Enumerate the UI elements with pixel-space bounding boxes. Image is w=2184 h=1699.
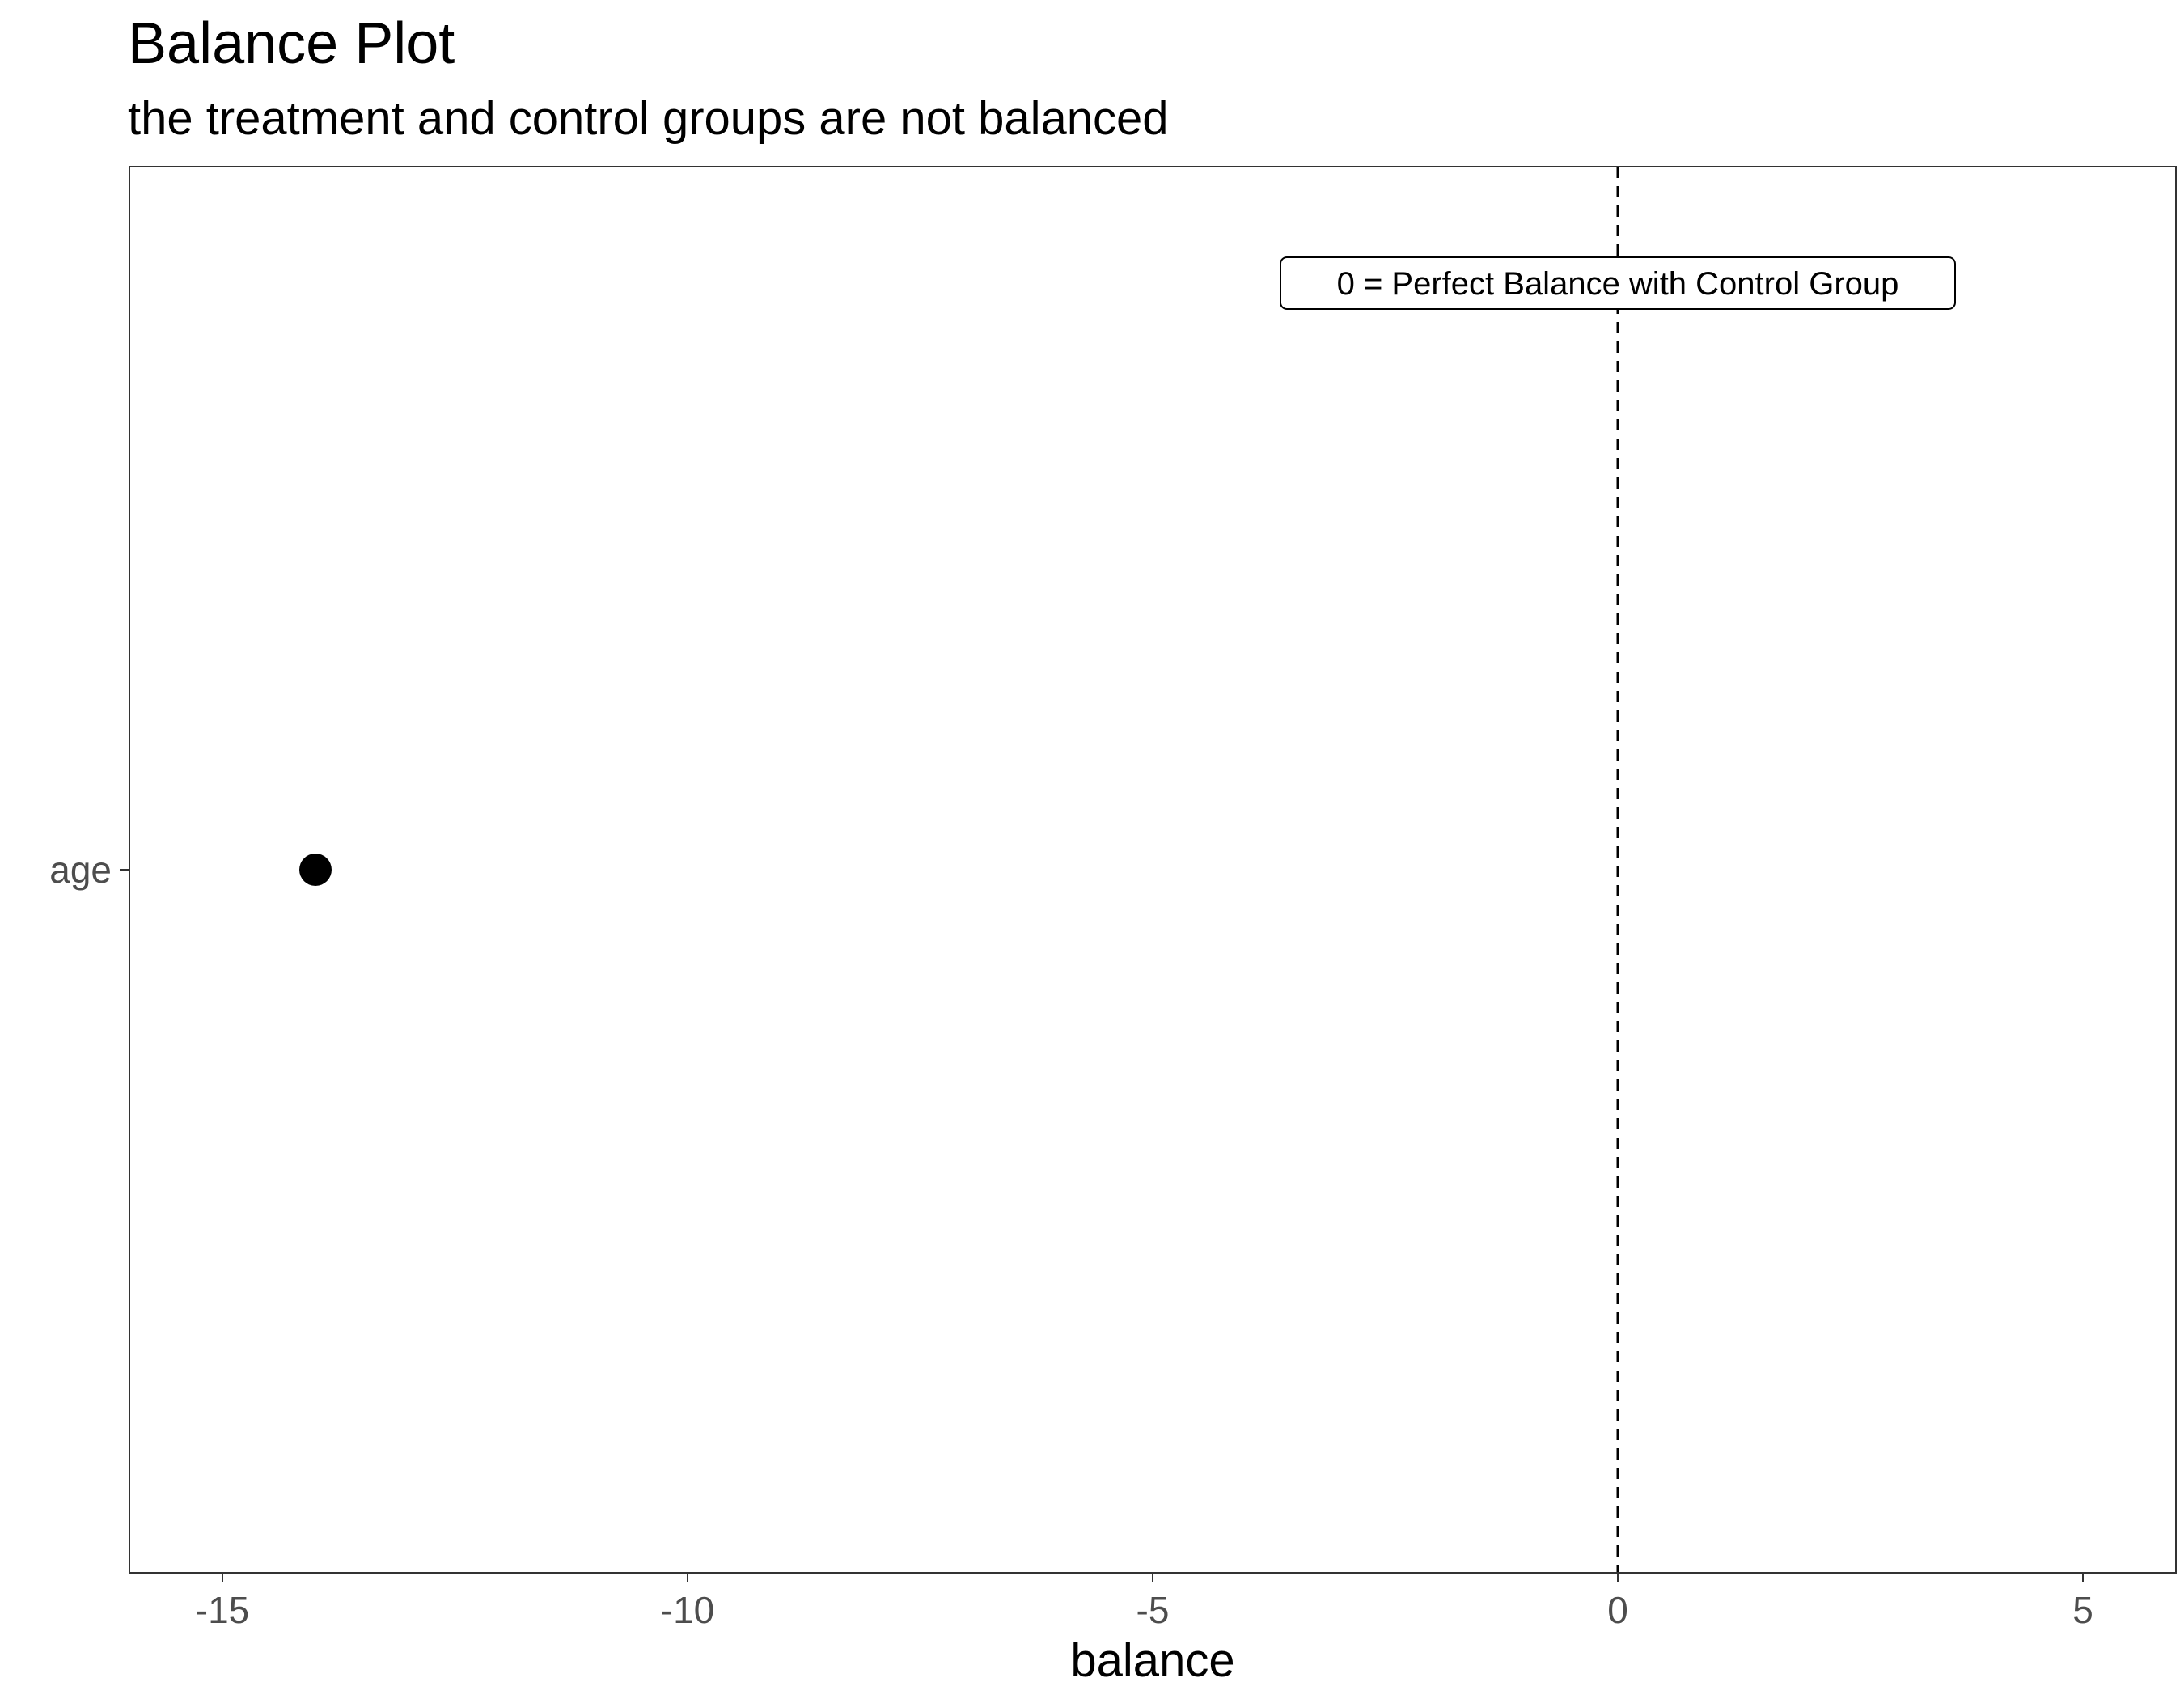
y-tick-label: age xyxy=(49,849,112,891)
reference-annotation: 0 = Perfect Balance with Control Group xyxy=(1280,256,1956,310)
x-axis-title: balance xyxy=(1070,1634,1234,1687)
x-tick-label: -10 xyxy=(661,1589,714,1631)
x-tick-label: -15 xyxy=(196,1589,249,1631)
panel-border xyxy=(129,166,2177,1574)
chart-subtitle: the treatment and control groups are not… xyxy=(128,92,1169,145)
x-tick-label: -5 xyxy=(1136,1589,1170,1631)
data-point-age xyxy=(299,854,332,886)
plot-area: 0 = Perfect Balance with Control Group xyxy=(299,167,1956,1573)
y-axis: age xyxy=(49,849,129,891)
x-tick-label: 0 xyxy=(1607,1589,1628,1631)
chart-title: Balance Plot xyxy=(128,11,455,76)
annotation-label: 0 = Perfect Balance with Control Group xyxy=(1337,266,1899,302)
x-axis: -15 -10 -5 0 5 xyxy=(196,1573,2093,1631)
annotation-box xyxy=(1280,256,1956,310)
x-tick-label: 5 xyxy=(2072,1589,2093,1631)
